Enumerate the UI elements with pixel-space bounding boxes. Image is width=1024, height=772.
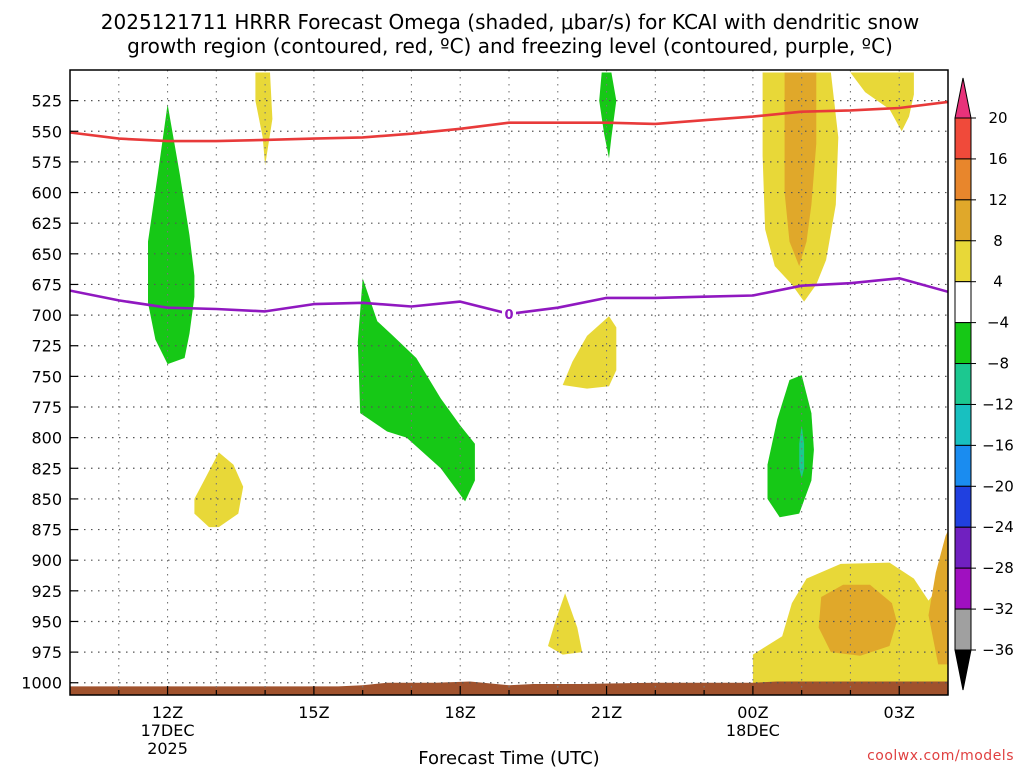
- y-tick-label: 975: [31, 643, 62, 662]
- omega-region: [548, 593, 583, 655]
- x-tick-label: 00Z: [737, 703, 768, 722]
- freezing-level-label-group: 0: [502, 305, 516, 323]
- colorbar-segment: [954, 485, 972, 528]
- y-tick-label: 750: [31, 367, 62, 386]
- colorbar-label: −32: [982, 600, 1014, 618]
- x-tick-date: 18DEC: [726, 721, 780, 740]
- chart-title-line1: 2025121711 HRRR Forecast Omega (shaded, …: [101, 10, 919, 34]
- colorbar-label: −20: [982, 477, 1014, 495]
- omega-region: [194, 452, 244, 528]
- colorbar-label: −28: [982, 559, 1014, 577]
- colorbar-label: 4: [993, 273, 1003, 291]
- colorbar-bottom-cap: [954, 649, 972, 691]
- colorbar-label: −16: [982, 436, 1014, 454]
- colorbar: 20 16 12 8 4 −4 −8 −12 −16 −20 −24 −28 −32 −36: [954, 77, 1014, 691]
- y-tick-label: 525: [31, 92, 62, 111]
- colorbar-label: 20: [988, 109, 1007, 127]
- y-tick-label: 675: [31, 275, 62, 294]
- colorbar-label: −24: [982, 518, 1014, 536]
- colorbar-segment: [954, 281, 972, 324]
- y-tick-label: 725: [31, 337, 62, 356]
- omega-region: [818, 584, 897, 656]
- y-tick-label: 950: [31, 612, 62, 631]
- x-tick-year: 2025: [147, 739, 188, 758]
- omega-region: [928, 530, 948, 665]
- colorbar-segment: [954, 526, 972, 569]
- y-tick-label: 625: [31, 214, 62, 233]
- y-tick-label: 825: [31, 459, 62, 478]
- y-axis: 525 550 575 600 625 650 675 700 725 750 775 800 825 8…: [21, 92, 78, 693]
- y-tick-label: 850: [31, 490, 62, 509]
- y-tick-label: 600: [31, 184, 62, 203]
- y-tick-label: 700: [31, 306, 62, 325]
- omega-region: [562, 316, 617, 389]
- colorbar-label: −4: [987, 314, 1009, 332]
- freezing-label-bg: [502, 305, 516, 322]
- y-tick-label: 925: [31, 582, 62, 601]
- colorbar-label: 16: [988, 150, 1007, 168]
- freezing-level-label: 0: [504, 308, 513, 323]
- chart-title-line2: growth region (contoured, red, ºC) and f…: [127, 34, 893, 58]
- y-tick-label: 875: [31, 521, 62, 540]
- y-tick-label: 650: [31, 245, 62, 264]
- colorbar-segment: [954, 240, 972, 283]
- source-credit[interactable]: coolwx.com/models: [867, 748, 1014, 764]
- y-tick-label: 1000: [21, 674, 62, 693]
- omega-region: [799, 425, 805, 479]
- y-tick-label: 550: [31, 122, 62, 141]
- y-tick-label: 575: [31, 153, 62, 172]
- colorbar-segment: [954, 444, 972, 487]
- plot-area: 0: [69, 69, 949, 696]
- omega-region: [784, 72, 817, 267]
- colorbar-label: −12: [982, 395, 1014, 413]
- omega-region: [599, 72, 617, 159]
- omega-region: [767, 375, 814, 518]
- colorbar-segment: [954, 567, 972, 610]
- colorbar-segment: [954, 363, 972, 405]
- x-tick-label: 03Z: [884, 703, 915, 722]
- omega-shaded-regions: [70, 72, 948, 695]
- x-tick-label: 18Z: [445, 703, 476, 722]
- omega-region: [148, 104, 195, 365]
- colorbar-segment: [954, 117, 972, 160]
- omega-region: [357, 278, 475, 502]
- colorbar-label: −8: [987, 355, 1009, 373]
- y-tick-label: 800: [31, 429, 62, 448]
- colorbar-label: 8: [993, 232, 1003, 250]
- x-tick-label: 21Z: [591, 703, 622, 722]
- y-tick-label: 900: [31, 551, 62, 570]
- colorbar-segment: [954, 199, 972, 242]
- y-tick-label: 775: [31, 398, 62, 417]
- omega-region: [255, 72, 273, 166]
- contour-series-line: [70, 100, 948, 143]
- colorbar-segment: [954, 158, 972, 201]
- x-tick-label: 12Z: [152, 703, 183, 722]
- omega-region: [850, 72, 914, 132]
- x-tick-date: 17DEC: [141, 721, 195, 740]
- colorbar-segment: [954, 608, 972, 651]
- colorbar-label: −36: [982, 641, 1014, 659]
- colorbar-segment: [954, 322, 972, 365]
- colorbar-segment: [954, 403, 972, 446]
- colorbar-label: 12: [988, 191, 1007, 209]
- x-tick-label: 15Z: [298, 703, 329, 722]
- x-axis-title: Forecast Time (UTC): [418, 748, 599, 768]
- omega-region: [70, 681, 948, 695]
